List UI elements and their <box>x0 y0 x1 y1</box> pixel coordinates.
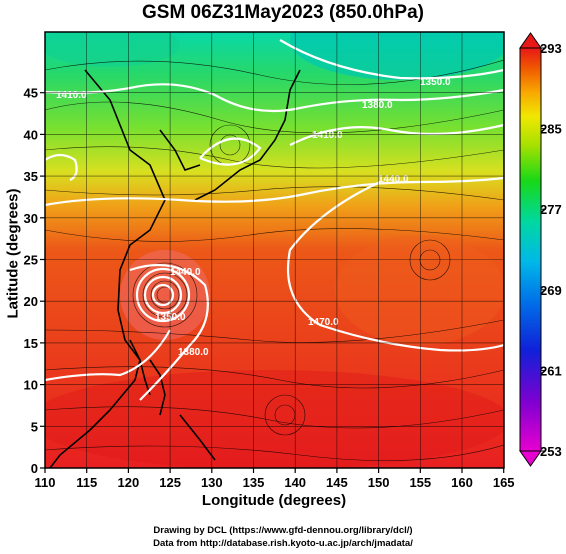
cool-air-mass <box>290 32 504 80</box>
x-tick-label: 135 <box>243 475 265 490</box>
x-tick-label: 110 <box>35 475 56 490</box>
y-axis-ticks: 0 5 10 15 20 25 30 35 40 45 <box>24 86 45 476</box>
plot-frame <box>44 31 505 469</box>
y-tick-label: 40 <box>24 127 38 142</box>
x-tick-label: 130 <box>201 475 223 490</box>
contour-label: 1380.0 <box>362 100 393 111</box>
contour-label: 1410.0 <box>312 130 343 141</box>
colorbar-body <box>519 47 542 452</box>
contour-label: 1380.0 <box>178 347 209 358</box>
coastlines <box>49 69 301 468</box>
x-tick-label: 140 <box>284 475 306 490</box>
contour-label: 1350.0 <box>155 312 186 323</box>
x-tick-label: 145 <box>326 475 348 490</box>
y-tick-label: 20 <box>24 294 38 309</box>
x-axis-ticks: 110 115 120 125 130 135 140 145 150 155 160 165 <box>35 468 515 490</box>
colorbar-tick-label: 293 <box>540 41 562 56</box>
contour-label: 1440.0 <box>378 174 409 185</box>
colorbar-bottom-arrow <box>519 450 542 467</box>
y-tick-label: 10 <box>24 378 38 393</box>
y-tick-label: 5 <box>31 419 38 434</box>
y-axis-label: Latitude (degrees) <box>4 188 22 319</box>
x-axis-label: Longitude (degrees) <box>201 492 347 509</box>
colorbar-tick-label: 261 <box>540 363 562 378</box>
map-title: GSM 06Z31May2023 (850.0hPa) <box>142 2 424 23</box>
y-tick-label: 25 <box>24 253 38 268</box>
plot-area: 1350.0 1380.0 1410.0 1410.0 1440.0 1440.… <box>45 32 504 468</box>
x-tick-label: 115 <box>76 475 97 490</box>
contour-label: 1470.0 <box>308 317 339 328</box>
contour-labels: 1350.0 1380.0 1410.0 1410.0 1440.0 1440.… <box>56 77 451 358</box>
y-tick-label: 0 <box>31 461 38 476</box>
colorbar-ticks: 293 285 277 269 261 253 <box>540 41 562 459</box>
lat-lon-grid <box>45 32 504 468</box>
colorbar-top-arrow <box>519 32 542 49</box>
contour-label: 1410.0 <box>56 90 87 101</box>
x-tick-label: 150 <box>368 475 390 490</box>
y-tick-label: 30 <box>24 211 38 226</box>
y-tick-label: 15 <box>24 336 38 351</box>
x-tick-label: 165 <box>493 475 515 490</box>
contour-label: 1440.0 <box>170 267 201 278</box>
cool-air-mass-west <box>45 32 180 67</box>
colorbar-tick-label: 285 <box>540 122 562 137</box>
colorbar-tick-label: 269 <box>540 283 562 298</box>
y-tick-label: 35 <box>24 169 38 184</box>
colorbar-tick-label: 253 <box>540 444 562 459</box>
x-tick-label: 120 <box>118 475 140 490</box>
warm-band-south <box>45 370 504 468</box>
colorbar-tick-label: 277 <box>540 202 562 217</box>
wind-streamlines <box>45 59 504 461</box>
x-tick-label: 125 <box>159 475 181 490</box>
colorbar: 293 285 277 269 261 253 <box>519 32 562 467</box>
x-tick-label: 160 <box>451 475 473 490</box>
height-contours <box>45 39 504 401</box>
credit-dcl: Drawing by DCL (https://www.gfd-dennou.o… <box>153 525 413 536</box>
typhoon-warm-core <box>120 250 210 340</box>
contour-label: 1350.0 <box>420 77 451 88</box>
y-tick-label: 45 <box>24 86 38 101</box>
credit-data-source: Data from http://database.rish.kyoto-u.a… <box>153 538 413 549</box>
x-tick-label: 155 <box>409 475 431 490</box>
